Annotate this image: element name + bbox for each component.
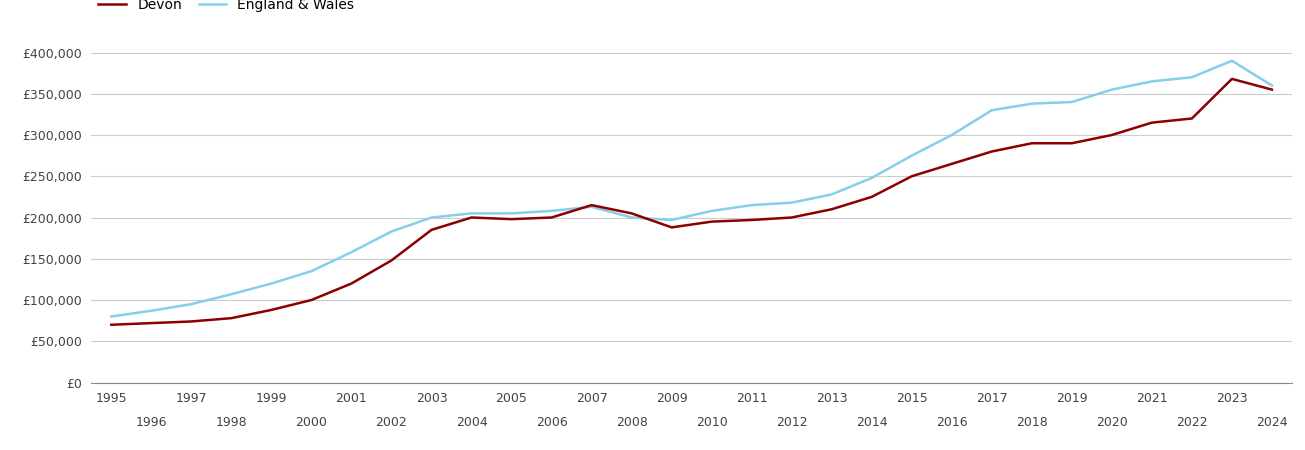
England & Wales [1144,79,1160,84]
Devon [624,211,639,216]
Text: 2006: 2006 [536,416,568,429]
Text: 2024: 2024 [1257,416,1288,429]
England & Wales [463,211,479,216]
England & Wales [624,215,639,220]
England & Wales [1184,75,1199,80]
England & Wales [703,208,719,214]
England & Wales [864,175,880,180]
Text: 2000: 2000 [295,416,328,429]
Devon [784,215,800,220]
England & Wales [103,314,119,319]
England & Wales [1024,101,1040,106]
Line: Devon: Devon [111,79,1272,325]
England & Wales [504,211,519,216]
Devon [944,161,959,166]
Devon [343,281,359,286]
Devon [984,149,1000,154]
Text: 2018: 2018 [1017,416,1048,429]
Devon [583,202,599,208]
Text: 2012: 2012 [776,416,808,429]
England & Wales [144,308,159,313]
Devon [703,219,719,225]
England & Wales [544,208,560,214]
England & Wales [424,215,440,220]
Text: 2002: 2002 [376,416,407,429]
Devon [823,207,839,212]
Devon [1024,140,1040,146]
Devon [103,322,119,328]
Text: 1998: 1998 [215,416,247,429]
England & Wales [343,249,359,255]
England & Wales [744,202,760,208]
Text: 2014: 2014 [856,416,887,429]
England & Wales [304,268,320,274]
England & Wales [984,108,1000,113]
Devon [544,215,560,220]
Devon [144,320,159,326]
Devon [304,297,320,303]
Text: 2004: 2004 [455,416,487,429]
England & Wales [1104,87,1120,92]
England & Wales [664,217,680,223]
Devon [904,174,920,179]
Text: 2022: 2022 [1176,416,1207,429]
England & Wales [1224,58,1240,63]
Devon [384,258,399,263]
Devon [1064,140,1079,146]
Devon [184,319,200,324]
Devon [264,307,279,313]
Devon [864,194,880,200]
Devon [424,227,440,233]
Devon [1265,87,1280,92]
Devon [1224,76,1240,81]
England & Wales [944,132,959,138]
Text: 2016: 2016 [936,416,967,429]
Text: 1996: 1996 [136,416,167,429]
England & Wales [823,192,839,197]
Devon [664,225,680,230]
England & Wales [583,204,599,210]
England & Wales [264,281,279,286]
England & Wales [1064,99,1079,105]
Line: England & Wales: England & Wales [111,61,1272,316]
Devon [223,315,239,321]
Text: 2010: 2010 [696,416,727,429]
England & Wales [1265,83,1280,88]
England & Wales [784,200,800,205]
England & Wales [904,153,920,158]
England & Wales [384,229,399,234]
Devon [1144,120,1160,126]
England & Wales [223,292,239,297]
Devon [504,216,519,222]
Devon [463,215,479,220]
England & Wales [184,302,200,307]
Devon [1104,132,1120,138]
Devon [1184,116,1199,121]
Legend: Devon, England & Wales: Devon, England & Wales [98,0,355,12]
Text: 2020: 2020 [1096,416,1128,429]
Text: 2008: 2008 [616,416,647,429]
Devon [744,217,760,223]
